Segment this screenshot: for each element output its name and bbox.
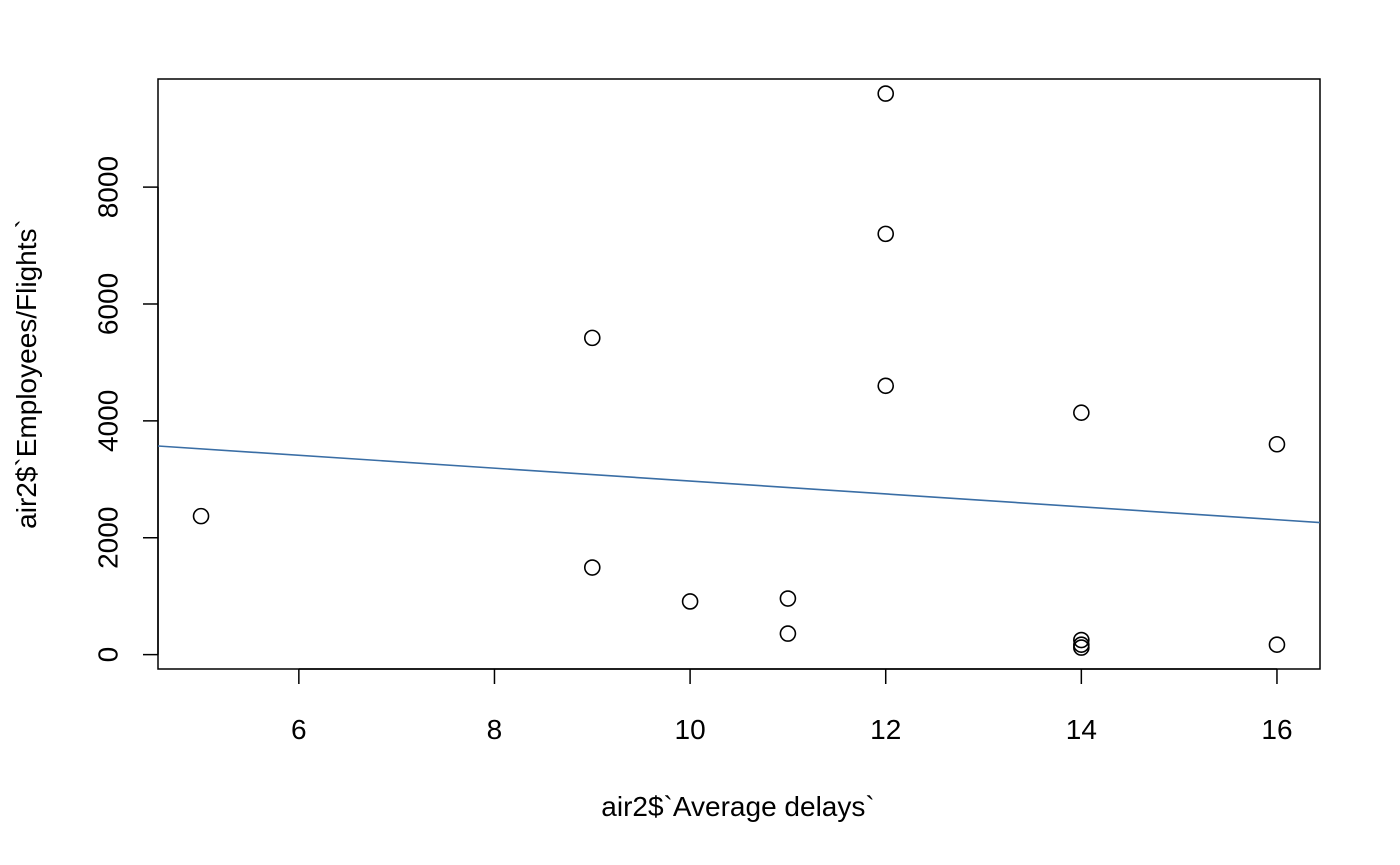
x-tick-label: 8	[487, 714, 503, 745]
x-tick-label: 6	[291, 714, 307, 745]
y-tick-label: 0	[92, 647, 123, 663]
plot-area-box	[157, 78, 1321, 670]
y-tick-label: 4000	[92, 390, 123, 452]
x-tick-label: 16	[1261, 714, 1292, 745]
data-point	[681, 593, 699, 610]
x-axis-title: air2$`Average delays`	[601, 791, 874, 822]
data-point	[583, 559, 601, 576]
x-tick-label: 14	[1066, 714, 1097, 745]
y-axis-title: air2$`Employees/Flights`	[11, 219, 42, 529]
data-point	[1073, 639, 1090, 656]
y-tick-label: 2000	[92, 507, 123, 569]
y-tick-label: 6000	[92, 273, 123, 335]
data-point	[877, 225, 895, 243]
y-tick-label: 8000	[92, 156, 123, 218]
data-point	[1073, 631, 1090, 649]
data-point	[583, 329, 601, 347]
data-point	[779, 625, 797, 642]
data-point	[877, 377, 895, 395]
y-axis: 0 2000 4000 6000 8000	[92, 156, 159, 663]
data-point	[877, 85, 895, 102]
data-point	[1268, 435, 1286, 453]
data-point	[1268, 636, 1286, 653]
data-point	[192, 507, 210, 525]
x-axis: 6 8 10 12 14 16	[291, 668, 1293, 745]
data-point	[1073, 404, 1090, 421]
data-points	[192, 85, 1286, 656]
regression-line	[157, 445, 1321, 524]
x-tick-label: 10	[675, 714, 706, 745]
x-tick-label: 12	[870, 714, 901, 745]
data-point	[779, 590, 797, 607]
